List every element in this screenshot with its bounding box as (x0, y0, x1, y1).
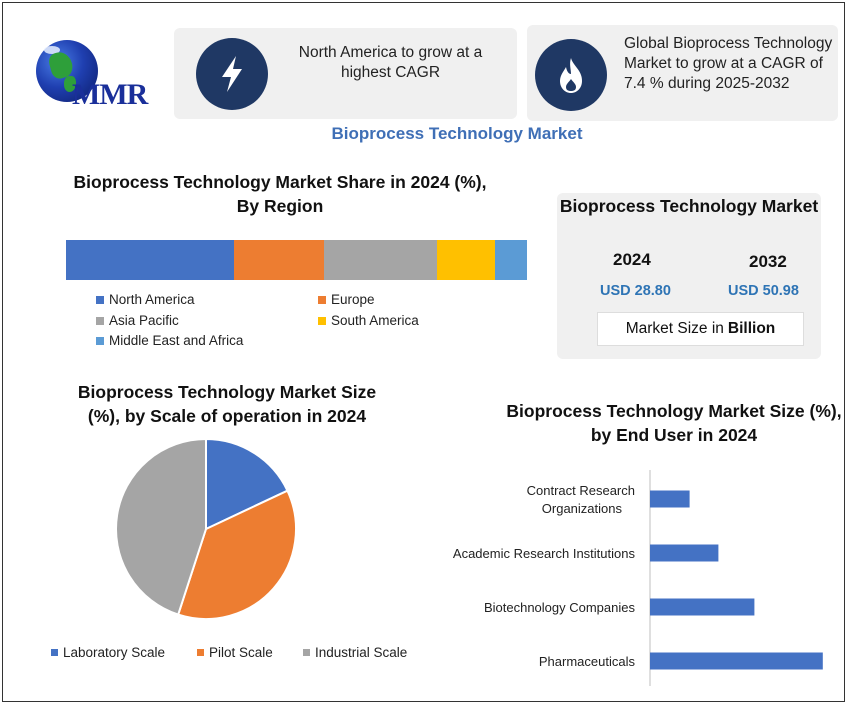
bar-academic-research-institutions (650, 544, 719, 562)
page-title: Bioprocess Technology Market (331, 124, 583, 143)
legend-label: Middle East and Africa (109, 333, 244, 348)
legend-label: Industrial Scale (315, 645, 408, 660)
category-label-contract-research-organizations: Contract Research Organizations (527, 483, 635, 516)
info-text-region: North America to grow at a highest CAGR (298, 44, 483, 81)
logo-text: MMR (72, 78, 148, 111)
region-chart-title: Bioprocess Technology Market Share in 20… (73, 172, 487, 216)
legend-swatch (96, 295, 104, 304)
legend-label: South America (331, 313, 419, 328)
legend-item-europe: Europe (318, 292, 375, 307)
legend-swatch (318, 316, 326, 325)
legend-item-pilot-scale: Pilot Scale (197, 645, 273, 660)
unit-note-prefix: Market Size in (625, 320, 724, 337)
enduser-chart-title: Bioprocess Technology Market Size (%), b… (506, 401, 842, 445)
region-stacked-bar (66, 240, 527, 280)
pie-slice-laboratory-scale (205, 437, 289, 531)
bar-segment-south-america (437, 240, 495, 280)
category-label-biotechnology-companies: Biotechnology Companies (484, 600, 636, 615)
bar-segment-middle-east-and-africa (494, 240, 527, 280)
legend-item-north-america: North America (96, 292, 195, 307)
info-text-cagr: Global Bioprocess Technology Market to g… (624, 35, 833, 92)
info-box-cagr: Global Bioprocess Technology Market to g… (527, 25, 838, 121)
legend-label: Europe (331, 292, 375, 307)
year-2024: 2024 (613, 250, 651, 269)
legend-label: Asia Pacific (109, 313, 179, 328)
scale-chart-title: Bioprocess Technology Market Size (%), b… (77, 382, 377, 426)
mmr-logo: MMR (22, 36, 162, 116)
legend-swatch (303, 649, 310, 656)
legend-item-industrial-scale: Industrial Scale (303, 645, 407, 660)
flame-icon (535, 39, 607, 111)
unit-note-bold: Billion (727, 320, 776, 337)
legend-label: North America (109, 292, 195, 307)
category-label-academic-research-institutions: Academic Research Institutions (453, 546, 636, 561)
value-2032: USD 50.98 (728, 283, 799, 299)
pie-slice-pilot-scale (176, 489, 297, 620)
legend-swatch (318, 295, 326, 304)
category-label-pharmaceuticals: Pharmaceuticals (539, 654, 636, 669)
legend-item-middle-east-and-africa: Middle East and Africa (96, 333, 243, 348)
lightning-icon (196, 38, 268, 110)
bar-segment-north-america (66, 240, 235, 280)
legend-swatch (96, 316, 104, 325)
market-size-unit-note: Market Size in Billion (597, 312, 804, 346)
legend-swatch (197, 649, 204, 656)
market-size-box: Bioprocess Technology Market 2024 2032 U… (557, 193, 821, 359)
legend-swatch (51, 649, 58, 656)
bar-contract-research-organizations (650, 490, 690, 508)
year-2032: 2032 (749, 252, 787, 271)
legend-label: Pilot Scale (209, 645, 273, 660)
legend-item-asia-pacific: Asia Pacific (96, 313, 179, 328)
bar-biotechnology-companies (650, 598, 755, 616)
info-box-region: North America to grow at a highest CAGR (174, 28, 517, 119)
legend-item-south-america: South America (318, 313, 419, 328)
market-size-title: Bioprocess Technology Market (559, 196, 819, 216)
scale-pie-chart (115, 437, 297, 620)
globe-icon (36, 40, 98, 102)
bar-segment-europe (234, 240, 325, 280)
bar-segment-asia-pacific (324, 240, 438, 280)
bar-pharmaceuticals (650, 652, 823, 670)
legend-item-laboratory-scale: Laboratory Scale (51, 645, 165, 660)
enduser-bar-chart: Contract Research Organizations Academic R… (453, 470, 823, 686)
value-2024: USD 28.80 (600, 283, 671, 299)
legend-label: Laboratory Scale (63, 645, 166, 660)
legend-swatch (96, 336, 104, 345)
pie-slice-industrial-scale (115, 437, 207, 616)
